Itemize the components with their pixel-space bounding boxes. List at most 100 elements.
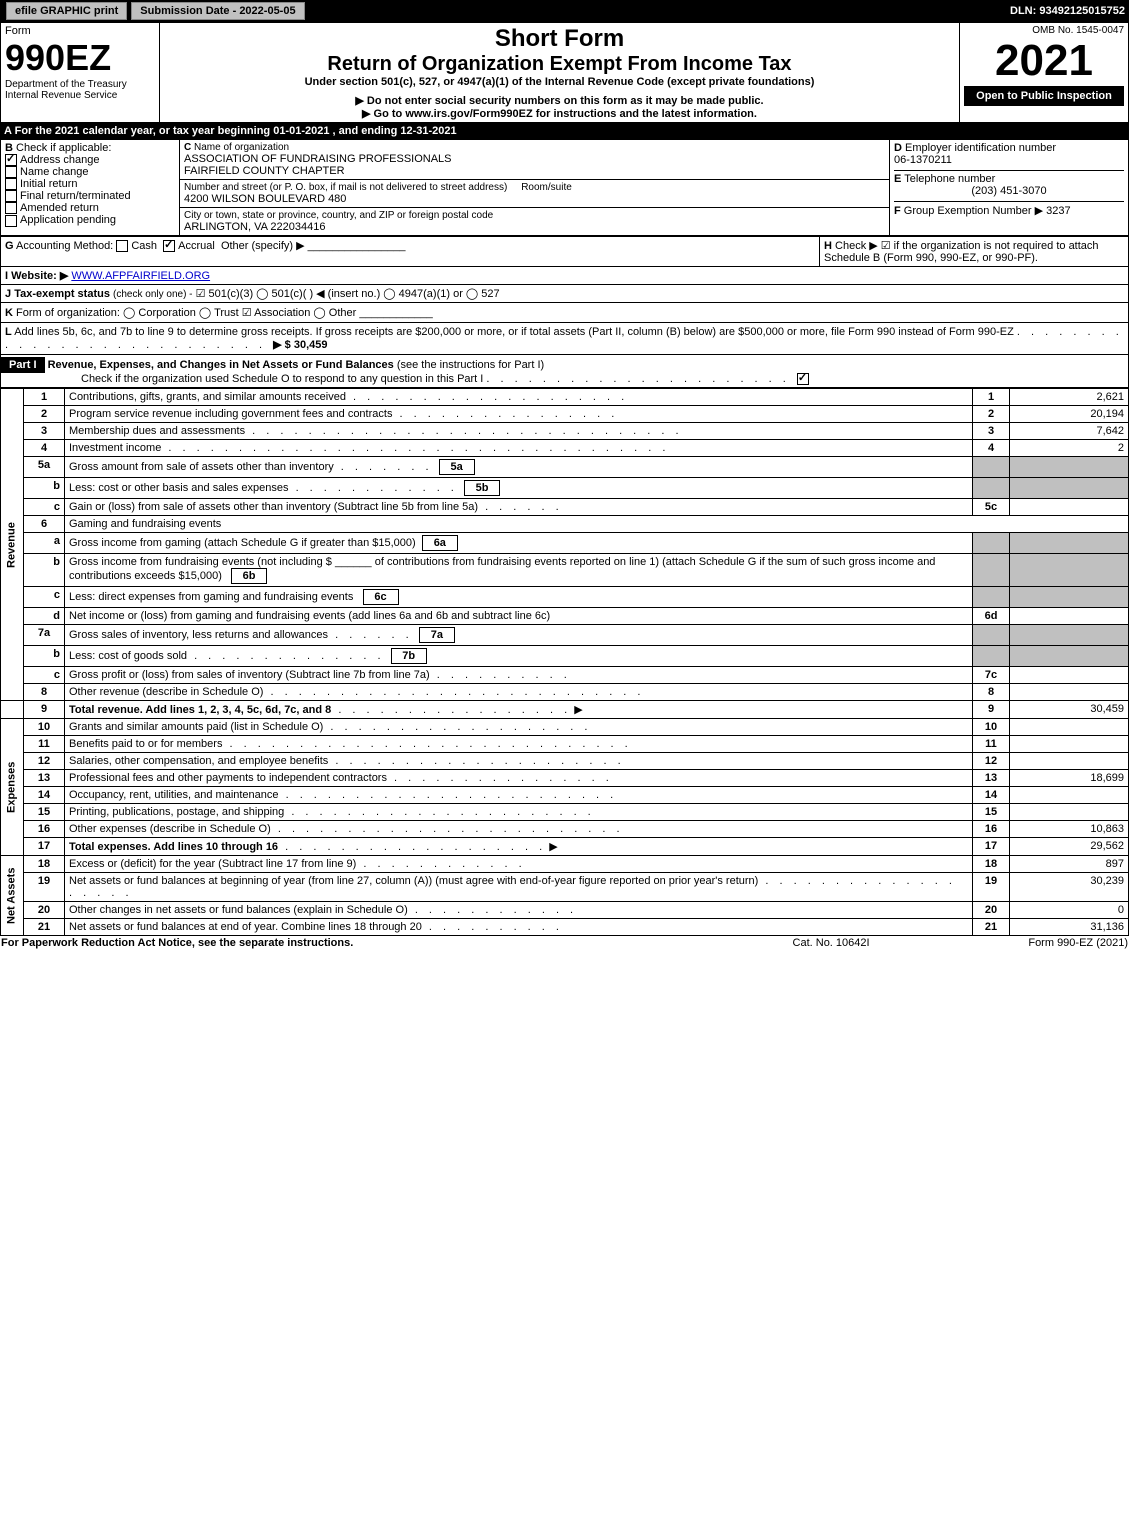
part1-header: Part I Revenue, Expenses, and Changes in… [0, 355, 1129, 388]
arrow-icon: ▶ [574, 704, 582, 716]
website-link[interactable]: WWW.AFPFAIRFIELD.ORG [71, 270, 210, 282]
city-value: ARLINGTON, VA 222034416 [184, 221, 885, 233]
city-label: City or town, state or province, country… [184, 210, 885, 221]
line-6b-box: 6b [231, 568, 267, 584]
b-final-return[interactable]: Final return/terminated [20, 190, 131, 202]
efile-button[interactable]: efile GRAPHIC print [6, 2, 127, 20]
k-opts[interactable]: ◯ Corporation ◯ Trust ☑ Association ◯ Ot… [123, 307, 356, 319]
line-18-val: 897 [1010, 856, 1129, 873]
d-label: Employer identification number [905, 142, 1056, 154]
line-14-desc: Occupancy, rent, utilities, and maintena… [69, 789, 279, 801]
line-1-num: 1 [24, 389, 65, 406]
line-4-desc: Investment income [69, 442, 161, 454]
line-2-desc: Program service revenue including govern… [69, 408, 392, 420]
l-amount: ▶ $ 30,459 [273, 339, 327, 351]
l-text: Add lines 5b, 6c, and 7b to line 9 to de… [14, 326, 1014, 338]
line-3-num: 3 [24, 423, 65, 440]
line-16-val: 10,863 [1010, 821, 1129, 838]
j-opts[interactable]: ☑ 501(c)(3) ◯ 501(c)( ) ◀ (insert no.) ◯… [196, 288, 500, 300]
line-6a-desc: Gross income from gaming (attach Schedul… [69, 537, 416, 549]
line-5c-desc: Gain or (loss) from sale of assets other… [69, 501, 478, 513]
page-footer: For Paperwork Reduction Act Notice, see … [0, 936, 1129, 950]
part1-label: Part I [1, 357, 45, 373]
b-name-change[interactable]: Name change [20, 166, 89, 178]
line-2-val: 20,194 [1010, 406, 1129, 423]
line-10-num: 10 [24, 719, 65, 736]
g-accrual[interactable]: Accrual [178, 240, 215, 252]
line-7b-desc: Less: cost of goods sold [69, 650, 187, 662]
j-sub: (check only one) - [113, 289, 192, 300]
line-8-rn: 8 [973, 684, 1010, 701]
ssn-warning: ▶ Do not enter social security numbers o… [164, 94, 955, 107]
b-application-pending[interactable]: Application pending [20, 214, 116, 226]
line-7b-num: b [24, 646, 65, 667]
line-6a-box: 6a [422, 535, 458, 551]
irs-label: Internal Revenue Service [5, 90, 155, 101]
line-19-val: 30,239 [1010, 873, 1129, 902]
line-16-rn: 16 [973, 821, 1010, 838]
line-6a-num: a [24, 533, 65, 554]
line-18-rn: 18 [973, 856, 1010, 873]
line-5a-box: 5a [439, 459, 475, 475]
schedule-o-checkbox[interactable] [797, 373, 809, 385]
line-16-num: 16 [24, 821, 65, 838]
line-3-desc: Membership dues and assessments [69, 425, 245, 437]
line-19-rn: 19 [973, 873, 1010, 902]
org-info-block: B Check if applicable: Address change Na… [0, 139, 1129, 236]
line-13-val: 18,699 [1010, 770, 1129, 787]
line-7c-rn: 7c [973, 667, 1010, 684]
line-1-val: 2,621 [1010, 389, 1129, 406]
line-6d-rn: 6d [973, 608, 1010, 625]
line-21-val: 31,136 [1010, 919, 1129, 936]
arrow-icon: ▶ [549, 841, 557, 853]
submission-date-button[interactable]: Submission Date - 2022-05-05 [131, 2, 304, 20]
line-2-num: 2 [24, 406, 65, 423]
part1-title: Revenue, Expenses, and Changes in Net As… [48, 359, 394, 371]
line-18-num: 18 [24, 856, 65, 873]
line-13-desc: Professional fees and other payments to … [69, 772, 387, 784]
line-14-num: 14 [24, 787, 65, 804]
e-label: Telephone number [904, 173, 995, 185]
g-cash[interactable]: Cash [131, 240, 157, 252]
line-6d-desc: Net income or (loss) from gaming and fun… [69, 610, 550, 622]
line-6c-desc: Less: direct expenses from gaming and fu… [69, 591, 353, 603]
line-14-rn: 14 [973, 787, 1010, 804]
f-label: Group Exemption Number [904, 205, 1032, 217]
line-4-rn: 4 [973, 440, 1010, 457]
h-text: Check ▶ ☑ if the organization is not req… [824, 240, 1099, 264]
line-4-num: 4 [24, 440, 65, 457]
part1-check-line: Check if the organization used Schedule … [1, 373, 483, 385]
line-2-rn: 2 [973, 406, 1010, 423]
short-form-title: Short Form [164, 25, 955, 53]
line-11-num: 11 [24, 736, 65, 753]
open-to-public: Open to Public Inspection [964, 86, 1124, 106]
line-17-desc: Total expenses. Add lines 10 through 16 [69, 841, 278, 853]
footer-right: Form 990-EZ (2021) [914, 936, 1129, 950]
line-13-num: 13 [24, 770, 65, 787]
line-8-desc: Other revenue (describe in Schedule O) [69, 686, 263, 698]
form-number: 990EZ [5, 37, 155, 79]
form-header: Form 990EZ Department of the Treasury In… [0, 22, 1129, 123]
top-bar: efile GRAPHIC print Submission Date - 20… [0, 0, 1129, 22]
b-label: Check if applicable: [16, 142, 111, 154]
g-label: Accounting Method: [16, 240, 113, 252]
line-5c-rn: 5c [973, 499, 1010, 516]
footer-left: For Paperwork Reduction Act Notice, see … [0, 936, 748, 950]
b-initial-return[interactable]: Initial return [20, 178, 77, 190]
b-address-change[interactable]: Address change [20, 154, 100, 166]
line-18-desc: Excess or (deficit) for the year (Subtra… [69, 858, 356, 870]
line-5b-num: b [24, 478, 65, 499]
line-10-desc: Grants and similar amounts paid (list in… [69, 721, 323, 733]
line-1-rn: 1 [973, 389, 1010, 406]
line-21-desc: Net assets or fund balances at end of ye… [69, 921, 422, 933]
line-1-desc: Contributions, gifts, grants, and simila… [69, 391, 346, 403]
b-amended-return[interactable]: Amended return [20, 202, 99, 214]
goto-link[interactable]: ▶ Go to www.irs.gov/Form990EZ for instru… [164, 107, 955, 120]
line-7a-box: 7a [419, 627, 455, 643]
k-label: Form of organization: [16, 307, 120, 319]
ein-value: 06-1370211 [894, 154, 1124, 166]
part1-table: Revenue 1 Contributions, gifts, grants, … [0, 388, 1129, 936]
line-a-text: For the 2021 calendar year, or tax year … [15, 125, 457, 137]
line-3-rn: 3 [973, 423, 1010, 440]
g-other[interactable]: Other (specify) ▶ [221, 240, 305, 252]
